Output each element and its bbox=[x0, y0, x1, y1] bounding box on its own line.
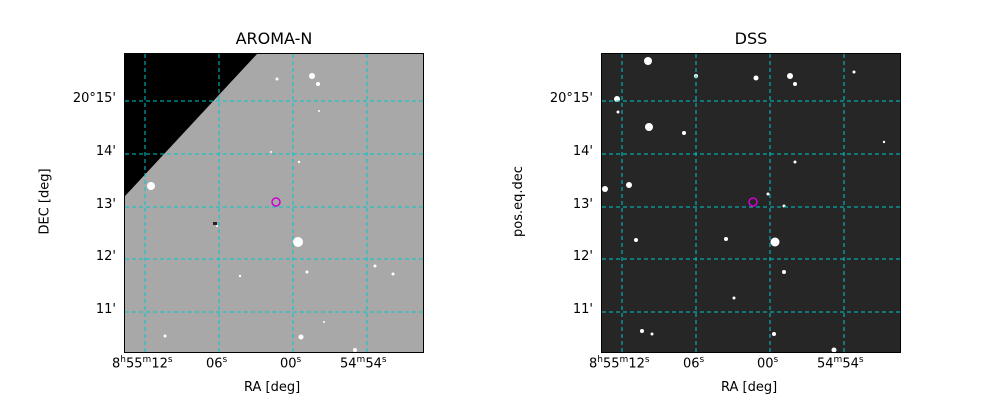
aroma-n-image bbox=[124, 53, 424, 353]
dec-tick-label: 14' bbox=[572, 144, 593, 159]
dec-tick-label: 12' bbox=[95, 249, 116, 264]
dec-tick-label: 13' bbox=[572, 197, 593, 212]
dec-tick-label: 12' bbox=[572, 249, 593, 264]
ra-tick-label: 00s bbox=[757, 355, 779, 372]
dec-tick-label: 20°15' bbox=[72, 91, 116, 106]
ra-tick-label: 8h55m12s bbox=[589, 355, 650, 372]
ra-tick-label: 00s bbox=[280, 355, 302, 372]
dec-tick-label: 11' bbox=[95, 302, 116, 317]
dec-axis-label: DEC [deg] bbox=[37, 168, 53, 235]
aroma-n-title: AROMA-N bbox=[235, 29, 313, 48]
ra-axis-label: RA [deg] bbox=[721, 380, 778, 395]
ra-tick-label: 54m54s bbox=[340, 355, 387, 372]
dss-title: DSS bbox=[734, 29, 768, 48]
dec-axis-label: pos.eq.dec bbox=[510, 166, 526, 237]
dec-tick-label: 14' bbox=[95, 144, 116, 159]
dss-panel: DSS bbox=[477, 0, 977, 400]
ra-tick-label: 8h55m12s bbox=[112, 355, 173, 372]
ra-tick-label: 06s bbox=[683, 355, 705, 372]
dec-tick-label: 20°15' bbox=[549, 91, 593, 106]
ra-tick-label: 06s bbox=[206, 355, 228, 372]
dec-tick-label: 13' bbox=[95, 197, 116, 212]
dec-tick-label: 11' bbox=[572, 302, 593, 317]
aroma-n-panel: AROMA-N bbox=[37, 29, 424, 395]
ra-tick-label: 54m54s bbox=[817, 355, 864, 372]
ra-axis-label: RA [deg] bbox=[244, 380, 301, 395]
dss-image bbox=[601, 53, 901, 353]
